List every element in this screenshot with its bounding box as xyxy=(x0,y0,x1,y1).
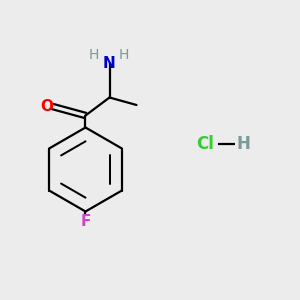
Text: F: F xyxy=(80,214,91,230)
Text: Cl: Cl xyxy=(196,135,214,153)
Text: N: N xyxy=(103,56,116,70)
Text: H: H xyxy=(237,135,250,153)
Text: H: H xyxy=(89,49,99,62)
Text: O: O xyxy=(40,99,54,114)
Text: H: H xyxy=(119,49,129,62)
